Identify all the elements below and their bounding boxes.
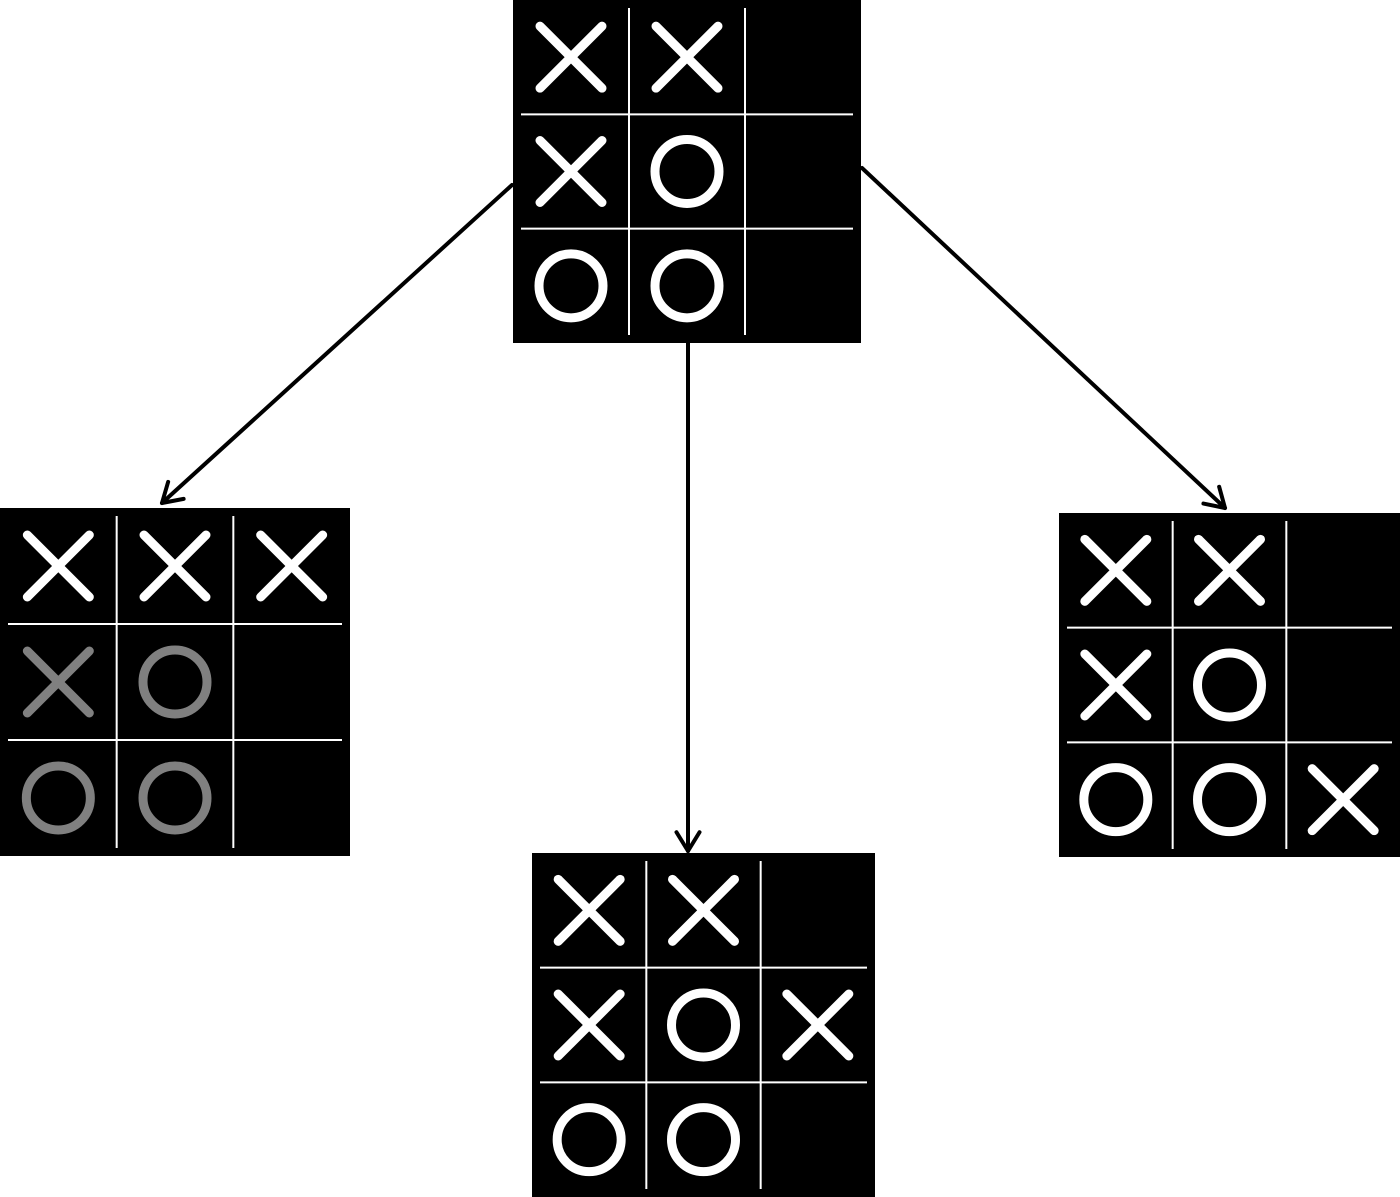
x-mark-icon <box>1194 534 1265 606</box>
edges-layer <box>160 166 1227 853</box>
o-mark-icon <box>138 761 212 835</box>
board-child-middle <box>532 853 875 1197</box>
arrowhead-icon <box>674 830 702 853</box>
x-mark-stroke <box>1307 764 1379 836</box>
x-mark-stroke <box>553 989 625 1061</box>
board-root <box>513 0 861 343</box>
x-mark-icon <box>1080 534 1152 606</box>
arrowhead-icon <box>1201 484 1227 510</box>
o-mark-icon <box>1193 763 1266 837</box>
x-mark-icon <box>535 21 607 93</box>
x-mark-icon <box>1307 764 1379 836</box>
o-mark-icon <box>138 645 212 719</box>
o-mark-icon <box>650 249 724 323</box>
x-mark-icon <box>782 989 854 1061</box>
x-mark-icon <box>139 530 211 602</box>
edge-line <box>860 166 1227 510</box>
x-mark-stroke <box>22 530 94 602</box>
o-mark-icon <box>534 249 608 323</box>
o-mark-icon <box>1193 648 1266 722</box>
edge-arrow-child-right <box>860 166 1227 510</box>
edge-line <box>160 183 514 505</box>
x-mark-icon <box>535 136 607 207</box>
o-mark-icon <box>1079 763 1153 837</box>
x-mark-icon <box>668 874 739 946</box>
o-mark-icon <box>552 1103 626 1177</box>
x-mark-stroke <box>22 646 94 718</box>
edge-arrow-child-left <box>160 183 514 505</box>
o-mark-icon <box>667 1103 740 1177</box>
x-mark-icon <box>651 21 723 93</box>
board-child-right <box>1059 513 1400 857</box>
x-mark-stroke <box>668 874 739 946</box>
x-mark-icon <box>256 530 328 602</box>
x-mark-stroke <box>535 21 607 93</box>
o-mark-icon <box>650 135 724 208</box>
x-mark-stroke <box>535 136 607 207</box>
x-mark-icon <box>22 646 94 718</box>
arrowhead-icon <box>160 479 186 505</box>
board-child-left <box>0 508 350 856</box>
x-mark-icon <box>553 989 625 1061</box>
o-mark-icon <box>667 988 740 1062</box>
x-mark-stroke <box>256 530 328 602</box>
x-mark-stroke <box>1194 534 1265 606</box>
x-mark-stroke <box>139 530 211 602</box>
x-mark-stroke <box>1080 534 1152 606</box>
x-mark-icon <box>22 530 94 602</box>
o-mark-icon <box>21 761 95 835</box>
x-mark-stroke <box>1080 649 1152 721</box>
x-mark-icon <box>553 874 625 946</box>
x-mark-icon <box>1080 649 1152 721</box>
x-mark-stroke <box>553 874 625 946</box>
x-mark-stroke <box>651 21 723 93</box>
edge-arrow-child-middle <box>674 341 702 853</box>
x-mark-stroke <box>782 989 854 1061</box>
